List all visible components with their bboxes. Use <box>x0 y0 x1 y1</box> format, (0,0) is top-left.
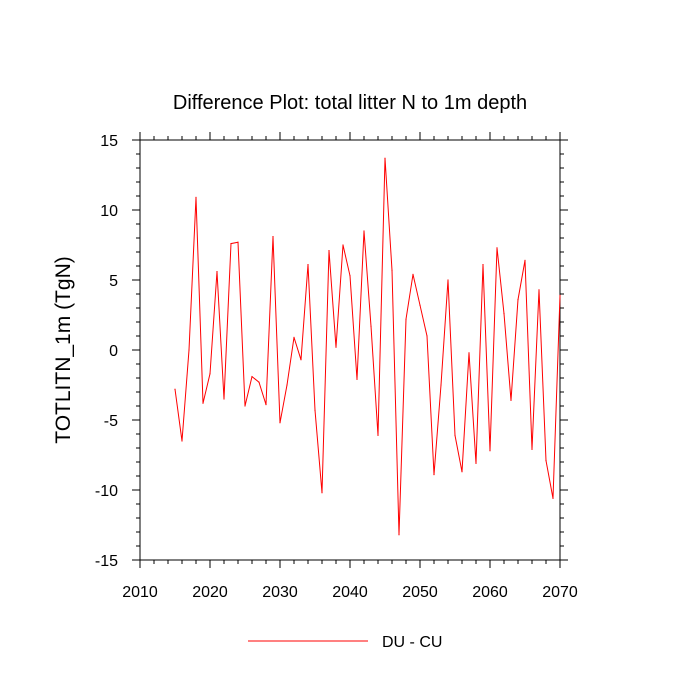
data-point <box>314 409 316 411</box>
data-point <box>391 269 393 271</box>
data-point <box>258 381 260 383</box>
series-points <box>174 157 561 536</box>
data-point <box>510 399 512 401</box>
data-point <box>377 434 379 436</box>
y-tick-label: -10 <box>95 483 118 500</box>
y-tick-labels: -15 -10 -5 0 5 10 15 <box>95 133 118 570</box>
data-point <box>356 378 358 380</box>
data-point <box>272 236 274 238</box>
data-point <box>405 318 407 320</box>
data-point <box>440 384 442 386</box>
data-point <box>482 264 484 266</box>
x-tick-label: 2010 <box>122 584 158 601</box>
data-point <box>244 405 246 407</box>
major-ticks <box>132 132 568 568</box>
data-point <box>503 313 505 315</box>
data-point <box>209 373 211 375</box>
x-tick-label: 2020 <box>192 584 228 601</box>
data-point <box>461 471 463 473</box>
y-tick-label: -15 <box>95 553 118 570</box>
data-point <box>398 534 400 536</box>
data-point <box>489 450 491 452</box>
data-point <box>363 230 365 232</box>
y-axis-label: TOTLITN_1m (TgN) <box>52 256 75 443</box>
data-point <box>279 422 281 424</box>
data-point <box>300 359 302 361</box>
data-point <box>552 497 554 499</box>
x-tick-label: 2040 <box>332 584 368 601</box>
data-point <box>447 279 449 281</box>
data-point <box>202 402 204 404</box>
y-tick-label: 0 <box>109 343 118 360</box>
data-point <box>384 157 386 159</box>
data-point <box>223 398 225 400</box>
data-point <box>538 289 540 291</box>
data-point <box>426 335 428 337</box>
series-line-du-cu <box>174 158 561 535</box>
x-tick-label: 2030 <box>262 584 298 601</box>
chart-title: Difference Plot: total litter N to 1m de… <box>173 92 527 114</box>
data-point <box>195 196 197 198</box>
data-point <box>216 271 218 273</box>
data-point <box>237 241 239 243</box>
plot-frame <box>139 139 561 561</box>
data-point <box>545 460 547 462</box>
data-point <box>174 388 176 390</box>
legend-label: DU - CU <box>382 634 442 651</box>
x-tick-label: 2060 <box>472 584 508 601</box>
x-tick-label: 2070 <box>542 584 578 601</box>
data-point <box>188 349 190 351</box>
data-point <box>412 273 414 275</box>
data-point <box>265 404 267 406</box>
data-point <box>342 244 344 246</box>
data-point <box>307 264 309 266</box>
data-point <box>293 336 295 338</box>
legend: DU - CU <box>248 634 442 651</box>
y-tick-label: 5 <box>109 273 118 290</box>
data-point <box>419 304 421 306</box>
data-point <box>335 346 337 348</box>
data-point <box>496 247 498 249</box>
data-point <box>524 259 526 261</box>
y-tick-label: 15 <box>100 133 118 150</box>
data-point <box>251 376 253 378</box>
data-point <box>517 299 519 301</box>
data-point <box>370 325 372 327</box>
data-point <box>531 448 533 450</box>
data-point <box>454 434 456 436</box>
data-point <box>286 384 288 386</box>
data-point <box>475 462 477 464</box>
data-point <box>181 440 183 442</box>
x-tick-label: 2050 <box>402 584 438 601</box>
data-point <box>559 294 561 296</box>
data-point <box>433 474 435 476</box>
data-point <box>230 243 232 245</box>
y-tick-label: -5 <box>104 413 118 430</box>
x-tick-labels: 2010 2020 2030 2040 2050 2060 2070 <box>122 584 578 601</box>
data-point <box>468 352 470 354</box>
y-tick-label: 10 <box>100 203 118 220</box>
data-point <box>349 275 351 277</box>
minor-ticks <box>136 136 564 564</box>
data-point <box>328 250 330 252</box>
data-point <box>321 492 323 494</box>
